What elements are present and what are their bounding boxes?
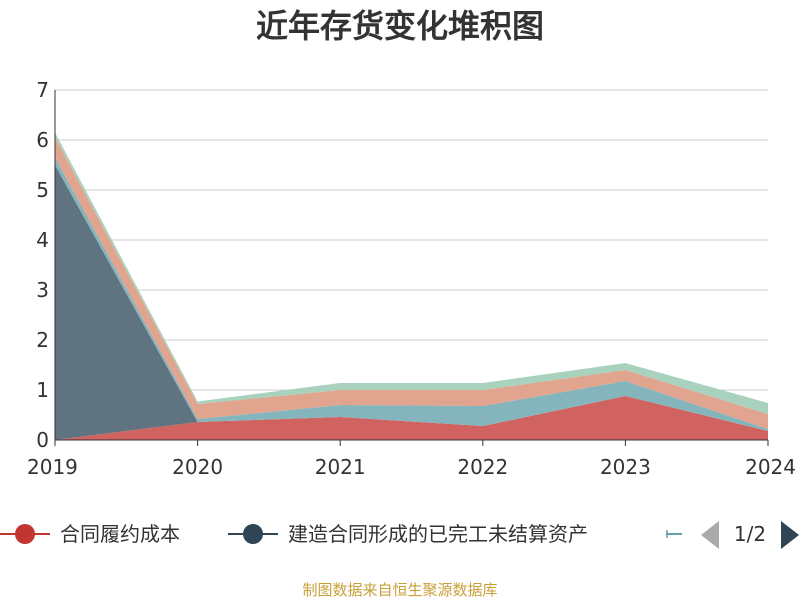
x-tick-label: 2022 — [457, 455, 508, 479]
legend-item-合同履约成本[interactable]: 合同履约成本 — [0, 522, 180, 546]
y-tick-label: 4 — [36, 228, 49, 252]
legend-label: 合同履约成本 — [60, 522, 180, 546]
y-tick-label: 7 — [36, 78, 49, 102]
legend-item-建造合同[interactable]: 建造合同形成的已完工未结算资产 — [228, 522, 588, 546]
x-tick-label: 2019 — [27, 455, 78, 479]
y-tick-label: 3 — [36, 278, 49, 302]
triangle-right-icon[interactable] — [781, 521, 799, 549]
triangle-left-icon[interactable] — [701, 521, 719, 549]
x-tick-label: 2020 — [172, 455, 223, 479]
area-series-0 — [55, 396, 768, 440]
y-tick-label: 5 — [36, 178, 49, 202]
legend-page-indicator: 1/2 — [734, 522, 766, 546]
grid-lines — [55, 89, 768, 391]
y-tick-label: 6 — [36, 128, 49, 152]
x-tick-label: 2024 — [745, 455, 796, 479]
chart-title: 近年存货变化堆积图 — [256, 7, 544, 45]
area-series-4 — [55, 132, 768, 414]
area-series-1 — [55, 165, 768, 440]
legend: 合同履约成本 建造合同形成的已完工未结算资产 1/2 — [0, 521, 799, 549]
legend-marker-circle — [15, 524, 35, 544]
x-tick-labels: 2019 2020 2021 2022 2023 2024 — [27, 440, 796, 479]
area-series-3 — [55, 137, 768, 429]
y-tick-label: 0 — [36, 428, 49, 452]
plot-areas — [55, 132, 768, 440]
legend-item-partial[interactable] — [666, 530, 682, 538]
axes — [54, 90, 768, 441]
legend-label: 建造合同形成的已完工未结算资产 — [288, 522, 588, 546]
y-tick-labels: 0 1 2 3 4 5 6 7 — [36, 78, 49, 452]
legend-marker-circle — [243, 524, 263, 544]
y-tick-label: 2 — [36, 328, 49, 352]
y-tick-label: 1 — [36, 378, 49, 402]
x-tick-label: 2023 — [600, 455, 651, 479]
x-tick-label: 2021 — [315, 455, 366, 479]
source-note: 制图数据来自恒生聚源数据库 — [302, 581, 497, 599]
